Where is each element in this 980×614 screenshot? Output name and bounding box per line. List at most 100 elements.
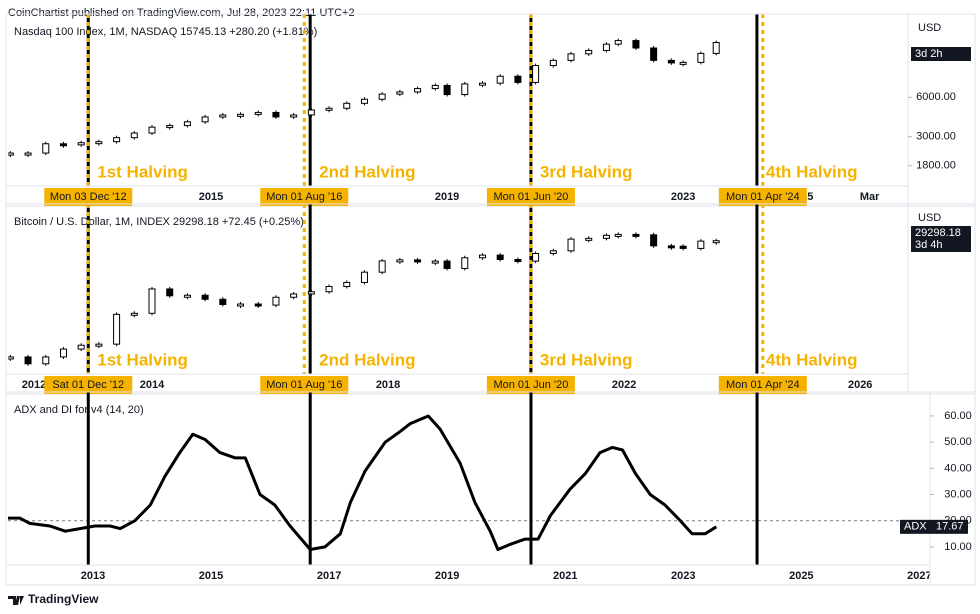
candle — [290, 114, 298, 118]
y-tick-label: 1800.00 — [916, 160, 956, 172]
candle — [201, 294, 209, 300]
candle — [697, 52, 705, 63]
candle — [166, 288, 174, 297]
candle — [650, 47, 658, 61]
y-tick-label: 6000.00 — [916, 91, 956, 103]
candle — [712, 240, 720, 244]
candle — [614, 40, 622, 45]
candle — [42, 356, 50, 365]
candle — [496, 254, 504, 261]
candle — [183, 294, 191, 298]
candle — [396, 259, 404, 263]
x-tick-label: 2012 — [22, 379, 46, 391]
date-box — [718, 376, 807, 394]
candle — [667, 59, 675, 64]
candle — [712, 42, 720, 54]
x-tick-label: 2013 — [81, 570, 105, 582]
candle — [325, 286, 333, 293]
halving-label: 1st Halving — [97, 350, 188, 369]
countdown-tag — [911, 47, 971, 61]
candle — [219, 298, 227, 306]
candle — [343, 281, 351, 288]
candle — [360, 98, 368, 104]
x-tick-label: 2014 — [140, 379, 165, 391]
date-box — [260, 188, 349, 206]
x-tick-label: 2023 — [671, 570, 695, 582]
candle — [237, 113, 245, 117]
candle — [24, 152, 32, 156]
date-label: Mon 01 Apr '24 — [726, 379, 800, 391]
countdown: 3d 2h — [915, 48, 943, 60]
candle — [166, 125, 174, 129]
candle — [95, 141, 103, 145]
candle — [632, 40, 640, 49]
candle — [414, 259, 422, 263]
date-label: Sat 01 Dec '12 — [52, 379, 124, 391]
candle — [496, 75, 504, 84]
candle — [307, 109, 315, 116]
candle — [667, 245, 675, 249]
candle — [254, 303, 262, 307]
candle — [585, 237, 593, 241]
candle — [614, 233, 622, 237]
date-box — [260, 376, 349, 394]
candle — [59, 348, 67, 358]
candle — [514, 75, 522, 83]
candle — [602, 43, 610, 51]
halving-label: 3rd Halving — [540, 350, 633, 369]
candle — [290, 293, 298, 298]
candle — [307, 291, 315, 295]
candle — [254, 111, 262, 115]
x-tick-label: 2022 — [612, 379, 636, 391]
pane-border — [5, 391, 976, 586]
date-label: Mon 01 Jun '20 — [493, 379, 568, 391]
x-tick-label: 2017 — [317, 570, 341, 582]
x-tick-label: Mar — [860, 191, 880, 203]
halving-label: 1st Halving — [97, 162, 188, 181]
candle — [567, 53, 575, 61]
y-tick-label: 40.00 — [944, 462, 972, 474]
y-tick-label: 30.00 — [944, 488, 972, 500]
footer-brand: TradingView — [28, 592, 99, 606]
candle — [272, 296, 280, 306]
candle — [8, 356, 14, 360]
countdown: 3d 4h — [915, 239, 943, 251]
x-tick-label: 2025 — [789, 570, 813, 582]
candle — [343, 102, 351, 109]
candle — [478, 254, 486, 259]
pane: ADX and DI for v4 (14, 20) 2013 2015 2017 20… — [8, 392, 930, 582]
last-price: 29298.18 — [915, 227, 961, 239]
candle — [679, 61, 687, 65]
candle — [461, 257, 469, 269]
x-tick-label: 2019 — [435, 570, 459, 582]
candle — [443, 84, 451, 96]
x-tick-label: 2015 — [199, 570, 223, 582]
candle — [360, 271, 368, 283]
candle — [219, 114, 227, 118]
x-tick-label: 2021 — [553, 570, 577, 582]
candle — [378, 93, 386, 100]
pane: Bitcoin / U.S. Dollar, 1M, INDEX 29298.1… — [8, 204, 872, 391]
y-tick-label: 60.00 — [944, 410, 972, 422]
candle — [113, 137, 121, 143]
date-box — [44, 188, 133, 206]
date-box — [44, 376, 133, 394]
candle — [77, 344, 85, 350]
candle — [632, 233, 640, 237]
y-tick-label: 10.00 — [944, 541, 972, 553]
candle — [431, 260, 439, 264]
value-tag — [900, 519, 968, 534]
candle — [431, 84, 439, 90]
candle — [95, 343, 103, 347]
date-box — [486, 376, 575, 394]
candle — [77, 142, 85, 146]
last-value: 17.67 — [936, 521, 964, 533]
date-box — [718, 188, 807, 206]
candle — [59, 143, 67, 147]
y-tick-label: 3000.00 — [916, 131, 956, 143]
halving-label: 3rd Halving — [540, 162, 633, 181]
pane-title: Nasdaq 100 Index, 1M, NASDAQ 15745.13 +2… — [14, 26, 317, 38]
candle — [24, 356, 32, 365]
